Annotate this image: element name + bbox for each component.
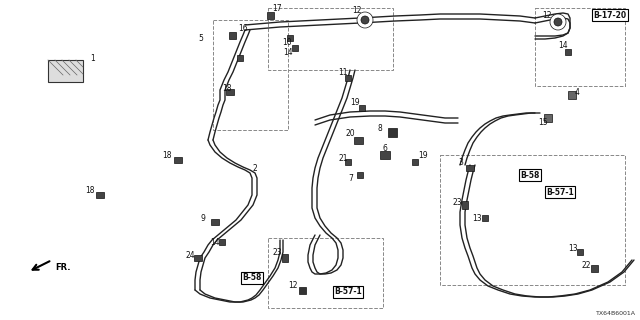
Text: 12: 12: [288, 281, 298, 290]
Bar: [544, 114, 552, 122]
Bar: [237, 55, 243, 61]
Bar: [440, 155, 625, 285]
Bar: [353, 137, 362, 143]
Bar: [96, 192, 104, 198]
Text: 23: 23: [452, 197, 461, 206]
Text: 23: 23: [272, 247, 282, 257]
Text: 21: 21: [338, 154, 348, 163]
Text: 9: 9: [200, 213, 205, 222]
Text: 13: 13: [472, 213, 482, 222]
Bar: [48, 60, 83, 82]
Bar: [292, 45, 298, 51]
Bar: [219, 239, 225, 245]
Bar: [462, 201, 468, 209]
Bar: [482, 215, 488, 221]
Circle shape: [554, 18, 562, 26]
Bar: [226, 89, 234, 95]
Text: 12: 12: [352, 5, 362, 14]
Bar: [466, 165, 474, 171]
Text: 2: 2: [252, 164, 257, 172]
Text: 7: 7: [348, 173, 353, 182]
Bar: [380, 151, 390, 159]
Text: B-58: B-58: [520, 171, 540, 180]
Bar: [211, 219, 219, 225]
Text: 15: 15: [538, 117, 548, 126]
Bar: [577, 249, 583, 255]
Bar: [298, 286, 305, 293]
Text: 18: 18: [162, 150, 172, 159]
Text: TX64B6001A: TX64B6001A: [596, 311, 636, 316]
Text: 1: 1: [90, 53, 95, 62]
Bar: [194, 255, 202, 261]
Text: 14: 14: [283, 47, 292, 57]
Text: 20: 20: [345, 129, 355, 138]
Circle shape: [550, 14, 566, 30]
Text: 8: 8: [377, 124, 382, 132]
Bar: [357, 172, 363, 178]
Bar: [412, 159, 418, 165]
Text: 3: 3: [458, 157, 463, 166]
Text: B-57-1: B-57-1: [334, 287, 362, 297]
Bar: [568, 91, 576, 99]
Text: 6: 6: [382, 143, 387, 153]
Text: 19: 19: [350, 98, 360, 107]
Text: 24: 24: [185, 251, 195, 260]
Bar: [287, 35, 293, 41]
Bar: [213, 20, 288, 130]
Text: B-57-1: B-57-1: [546, 188, 574, 196]
Bar: [228, 31, 236, 38]
Text: 11: 11: [338, 68, 348, 76]
Bar: [268, 238, 383, 308]
Bar: [565, 49, 571, 55]
Circle shape: [361, 16, 369, 24]
Bar: [268, 8, 393, 70]
Bar: [591, 265, 598, 271]
Text: 5: 5: [198, 34, 203, 43]
Bar: [174, 157, 182, 163]
Text: 17: 17: [272, 4, 282, 12]
Text: 22: 22: [582, 260, 591, 269]
Text: 10: 10: [282, 37, 292, 46]
Text: 16: 16: [238, 23, 248, 33]
Text: B-58: B-58: [243, 274, 262, 283]
Bar: [359, 105, 365, 111]
Text: 18: 18: [85, 186, 95, 195]
Text: 14: 14: [210, 237, 220, 246]
Text: 4: 4: [575, 87, 580, 97]
Text: 14: 14: [558, 41, 568, 50]
Text: 18: 18: [222, 84, 232, 92]
Bar: [387, 127, 397, 137]
Text: 13: 13: [568, 244, 578, 252]
Text: 19: 19: [418, 150, 428, 159]
Text: B-17-20: B-17-20: [593, 11, 627, 20]
Circle shape: [357, 12, 373, 28]
Text: 12: 12: [542, 11, 552, 20]
Bar: [266, 12, 273, 19]
Bar: [535, 8, 625, 86]
Bar: [282, 254, 288, 262]
Text: FR.: FR.: [55, 263, 70, 273]
Bar: [345, 159, 351, 165]
Bar: [345, 75, 351, 81]
